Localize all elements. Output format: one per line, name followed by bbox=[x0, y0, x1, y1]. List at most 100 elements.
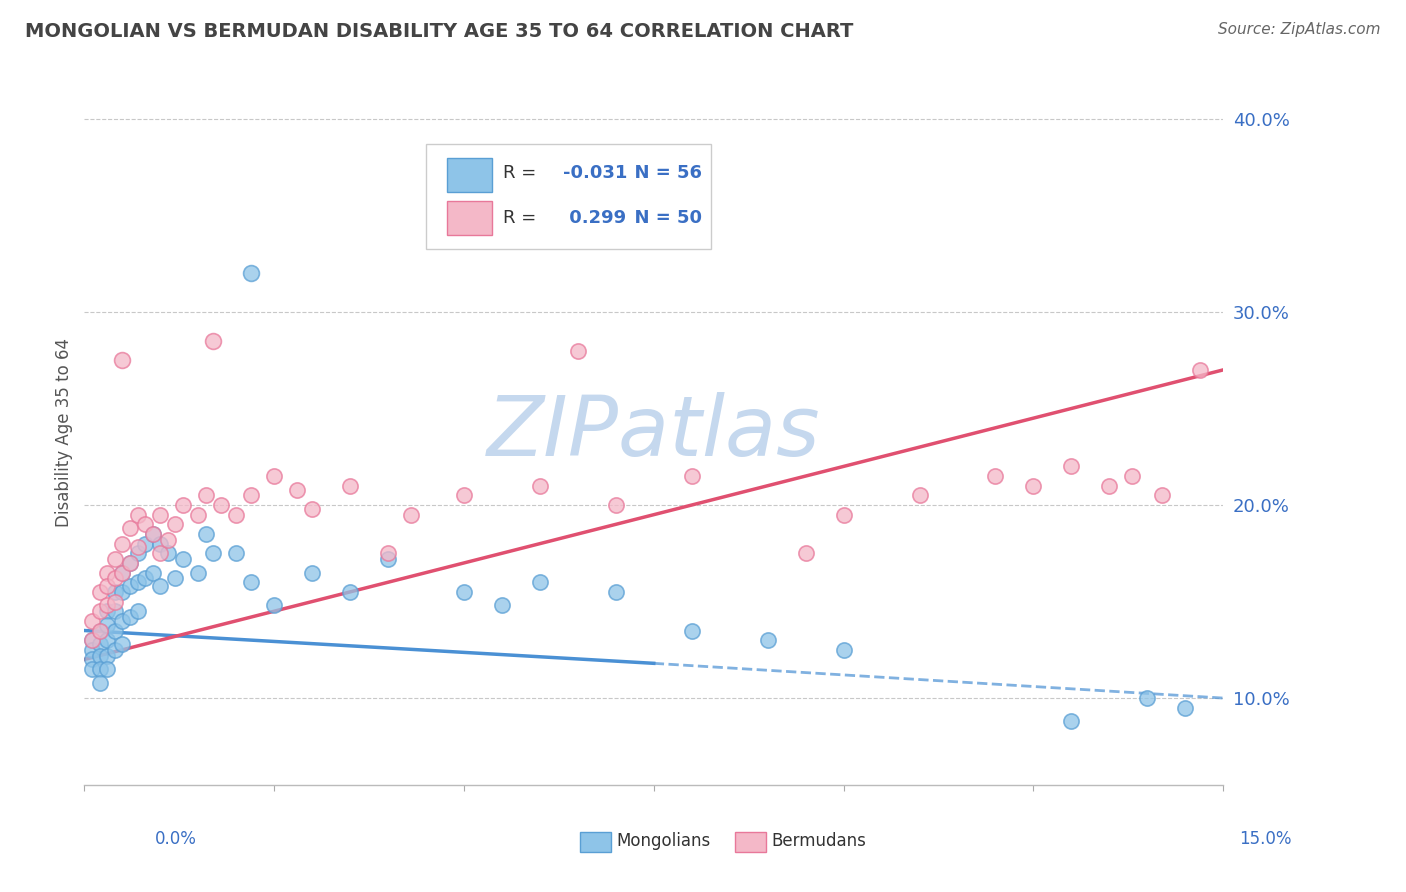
Point bbox=[127, 541, 149, 555]
FancyBboxPatch shape bbox=[426, 144, 711, 250]
Point bbox=[134, 517, 156, 532]
Point bbox=[111, 353, 134, 368]
Point bbox=[529, 479, 551, 493]
Point bbox=[263, 469, 285, 483]
Point bbox=[908, 488, 931, 502]
Point bbox=[491, 599, 513, 613]
Text: Source: ZipAtlas.com: Source: ZipAtlas.com bbox=[1218, 22, 1381, 37]
Point bbox=[118, 610, 141, 624]
Point bbox=[240, 575, 263, 590]
Point bbox=[104, 642, 127, 657]
Point bbox=[111, 637, 134, 651]
Text: 0.299: 0.299 bbox=[562, 210, 626, 227]
Point bbox=[681, 469, 703, 483]
Point bbox=[104, 604, 127, 618]
Point bbox=[104, 552, 127, 566]
Point bbox=[89, 585, 111, 599]
Point bbox=[104, 624, 127, 638]
Point bbox=[794, 546, 817, 560]
Point bbox=[111, 614, 134, 628]
Point bbox=[399, 508, 422, 522]
Point bbox=[89, 637, 111, 651]
Point bbox=[377, 546, 399, 560]
Point bbox=[89, 604, 111, 618]
Point bbox=[80, 614, 103, 628]
Text: N = 50: N = 50 bbox=[621, 210, 702, 227]
Point bbox=[285, 483, 308, 497]
Text: N = 56: N = 56 bbox=[621, 164, 702, 182]
Point bbox=[832, 642, 855, 657]
Point bbox=[149, 536, 172, 550]
Point bbox=[1060, 714, 1083, 729]
Point bbox=[118, 579, 141, 593]
Point bbox=[127, 546, 149, 560]
Point bbox=[567, 343, 589, 358]
Text: MONGOLIAN VS BERMUDAN DISABILITY AGE 35 TO 64 CORRELATION CHART: MONGOLIAN VS BERMUDAN DISABILITY AGE 35 … bbox=[25, 22, 853, 41]
Point bbox=[529, 575, 551, 590]
Point bbox=[240, 488, 263, 502]
Point bbox=[202, 546, 225, 560]
Point bbox=[96, 579, 118, 593]
Point bbox=[165, 517, 187, 532]
Point bbox=[1174, 700, 1197, 714]
Point bbox=[453, 488, 475, 502]
Text: Bermudans: Bermudans bbox=[772, 832, 866, 850]
Point bbox=[225, 546, 247, 560]
Point bbox=[209, 498, 232, 512]
Text: -0.031: -0.031 bbox=[562, 164, 627, 182]
Point bbox=[111, 566, 134, 580]
Point bbox=[89, 675, 111, 690]
Point bbox=[339, 479, 361, 493]
Point bbox=[118, 556, 141, 570]
Point bbox=[377, 552, 399, 566]
Point bbox=[172, 552, 194, 566]
Point bbox=[756, 633, 779, 648]
Point bbox=[134, 536, 156, 550]
Point bbox=[301, 501, 323, 516]
Point bbox=[301, 566, 323, 580]
Point bbox=[149, 546, 172, 560]
Y-axis label: Disability Age 35 to 64: Disability Age 35 to 64 bbox=[55, 338, 73, 527]
Text: R =: R = bbox=[503, 164, 543, 182]
Point bbox=[104, 585, 127, 599]
Point bbox=[96, 662, 118, 676]
Text: ZIPatlas: ZIPatlas bbox=[486, 392, 821, 473]
Point bbox=[127, 604, 149, 618]
Point bbox=[80, 633, 103, 648]
Point bbox=[149, 579, 172, 593]
Point bbox=[111, 536, 134, 550]
Point bbox=[1022, 479, 1045, 493]
Point bbox=[142, 527, 165, 541]
Point bbox=[339, 585, 361, 599]
Point bbox=[194, 527, 217, 541]
Point bbox=[149, 508, 172, 522]
Point bbox=[240, 266, 263, 280]
Bar bbox=[447, 202, 492, 235]
Point bbox=[134, 571, 156, 585]
Point bbox=[194, 488, 217, 502]
Point bbox=[1060, 459, 1083, 474]
Point bbox=[453, 585, 475, 599]
Point bbox=[165, 571, 187, 585]
Point bbox=[1098, 479, 1121, 493]
Bar bbox=[447, 158, 492, 192]
Point bbox=[172, 498, 194, 512]
Point bbox=[96, 648, 118, 663]
Point bbox=[187, 508, 209, 522]
Point bbox=[89, 624, 111, 638]
Point bbox=[111, 585, 134, 599]
Point bbox=[89, 648, 111, 663]
Point bbox=[681, 624, 703, 638]
Point bbox=[127, 508, 149, 522]
Point bbox=[984, 469, 1007, 483]
Point bbox=[605, 498, 627, 512]
Point bbox=[187, 566, 209, 580]
Text: 15.0%: 15.0% bbox=[1239, 830, 1292, 847]
Point bbox=[80, 633, 103, 648]
Point bbox=[80, 652, 103, 666]
Point bbox=[118, 556, 141, 570]
Point bbox=[605, 585, 627, 599]
Point bbox=[80, 642, 103, 657]
Point bbox=[156, 546, 179, 560]
Point bbox=[142, 566, 165, 580]
